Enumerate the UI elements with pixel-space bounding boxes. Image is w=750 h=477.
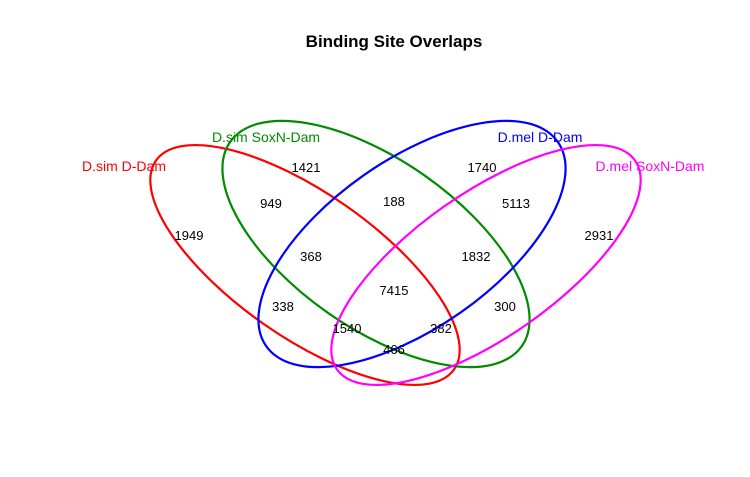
count-sim-d-sim-soxn-mel-soxn: 382 [430, 321, 452, 336]
count-sim-soxn-mel-d-mel-soxn: 1832 [462, 249, 491, 264]
count-sim-soxn-mel-soxn: 300 [494, 299, 516, 314]
set-label-d-sim-d-dam: D.sim D-Dam [82, 158, 166, 174]
set-label-d-mel-d-dam: D.mel D-Dam [498, 129, 583, 145]
count-mel-d-mel-soxn: 5113 [502, 196, 530, 211]
count-sim-d-sim-soxn: 949 [260, 196, 282, 211]
region-counts: 1949 1421 1740 2931 949 188 5113 368 183… [175, 160, 614, 357]
count-sim-soxn-mel-d: 188 [383, 194, 405, 209]
count-sim-d-sim-soxn-mel-d: 368 [300, 249, 322, 264]
set-ellipses [149, 119, 642, 386]
ellipse-d-mel-d-dam [257, 119, 567, 369]
count-sim-d-mel-d-mel-soxn: 1540 [333, 321, 362, 336]
diagram-title: Binding Site Overlaps [306, 32, 483, 51]
count-d-mel-d-dam-only: 1740 [468, 160, 497, 175]
ellipse-d-sim-d-dam [149, 144, 461, 386]
set-label-d-sim-soxn-dam: D.sim SoxN-Dam [212, 129, 320, 145]
ellipse-d-sim-soxn-dam [221, 119, 531, 369]
set-label-d-mel-soxn-dam: D.mel SoxN-Dam [596, 158, 705, 174]
count-d-sim-d-dam-only: 1949 [175, 228, 204, 243]
count-all-four: 7415 [380, 283, 409, 298]
ellipse-d-mel-soxn-dam [330, 144, 642, 386]
count-sim-d-mel-d: 338 [272, 299, 294, 314]
count-d-sim-soxn-dam-only: 1421 [292, 160, 321, 175]
count-sim-d-mel-soxn: 466 [383, 342, 405, 357]
count-d-mel-soxn-dam-only: 2931 [585, 228, 614, 243]
set-labels: D.sim D-Dam D.sim SoxN-Dam D.mel D-Dam D… [82, 129, 704, 174]
